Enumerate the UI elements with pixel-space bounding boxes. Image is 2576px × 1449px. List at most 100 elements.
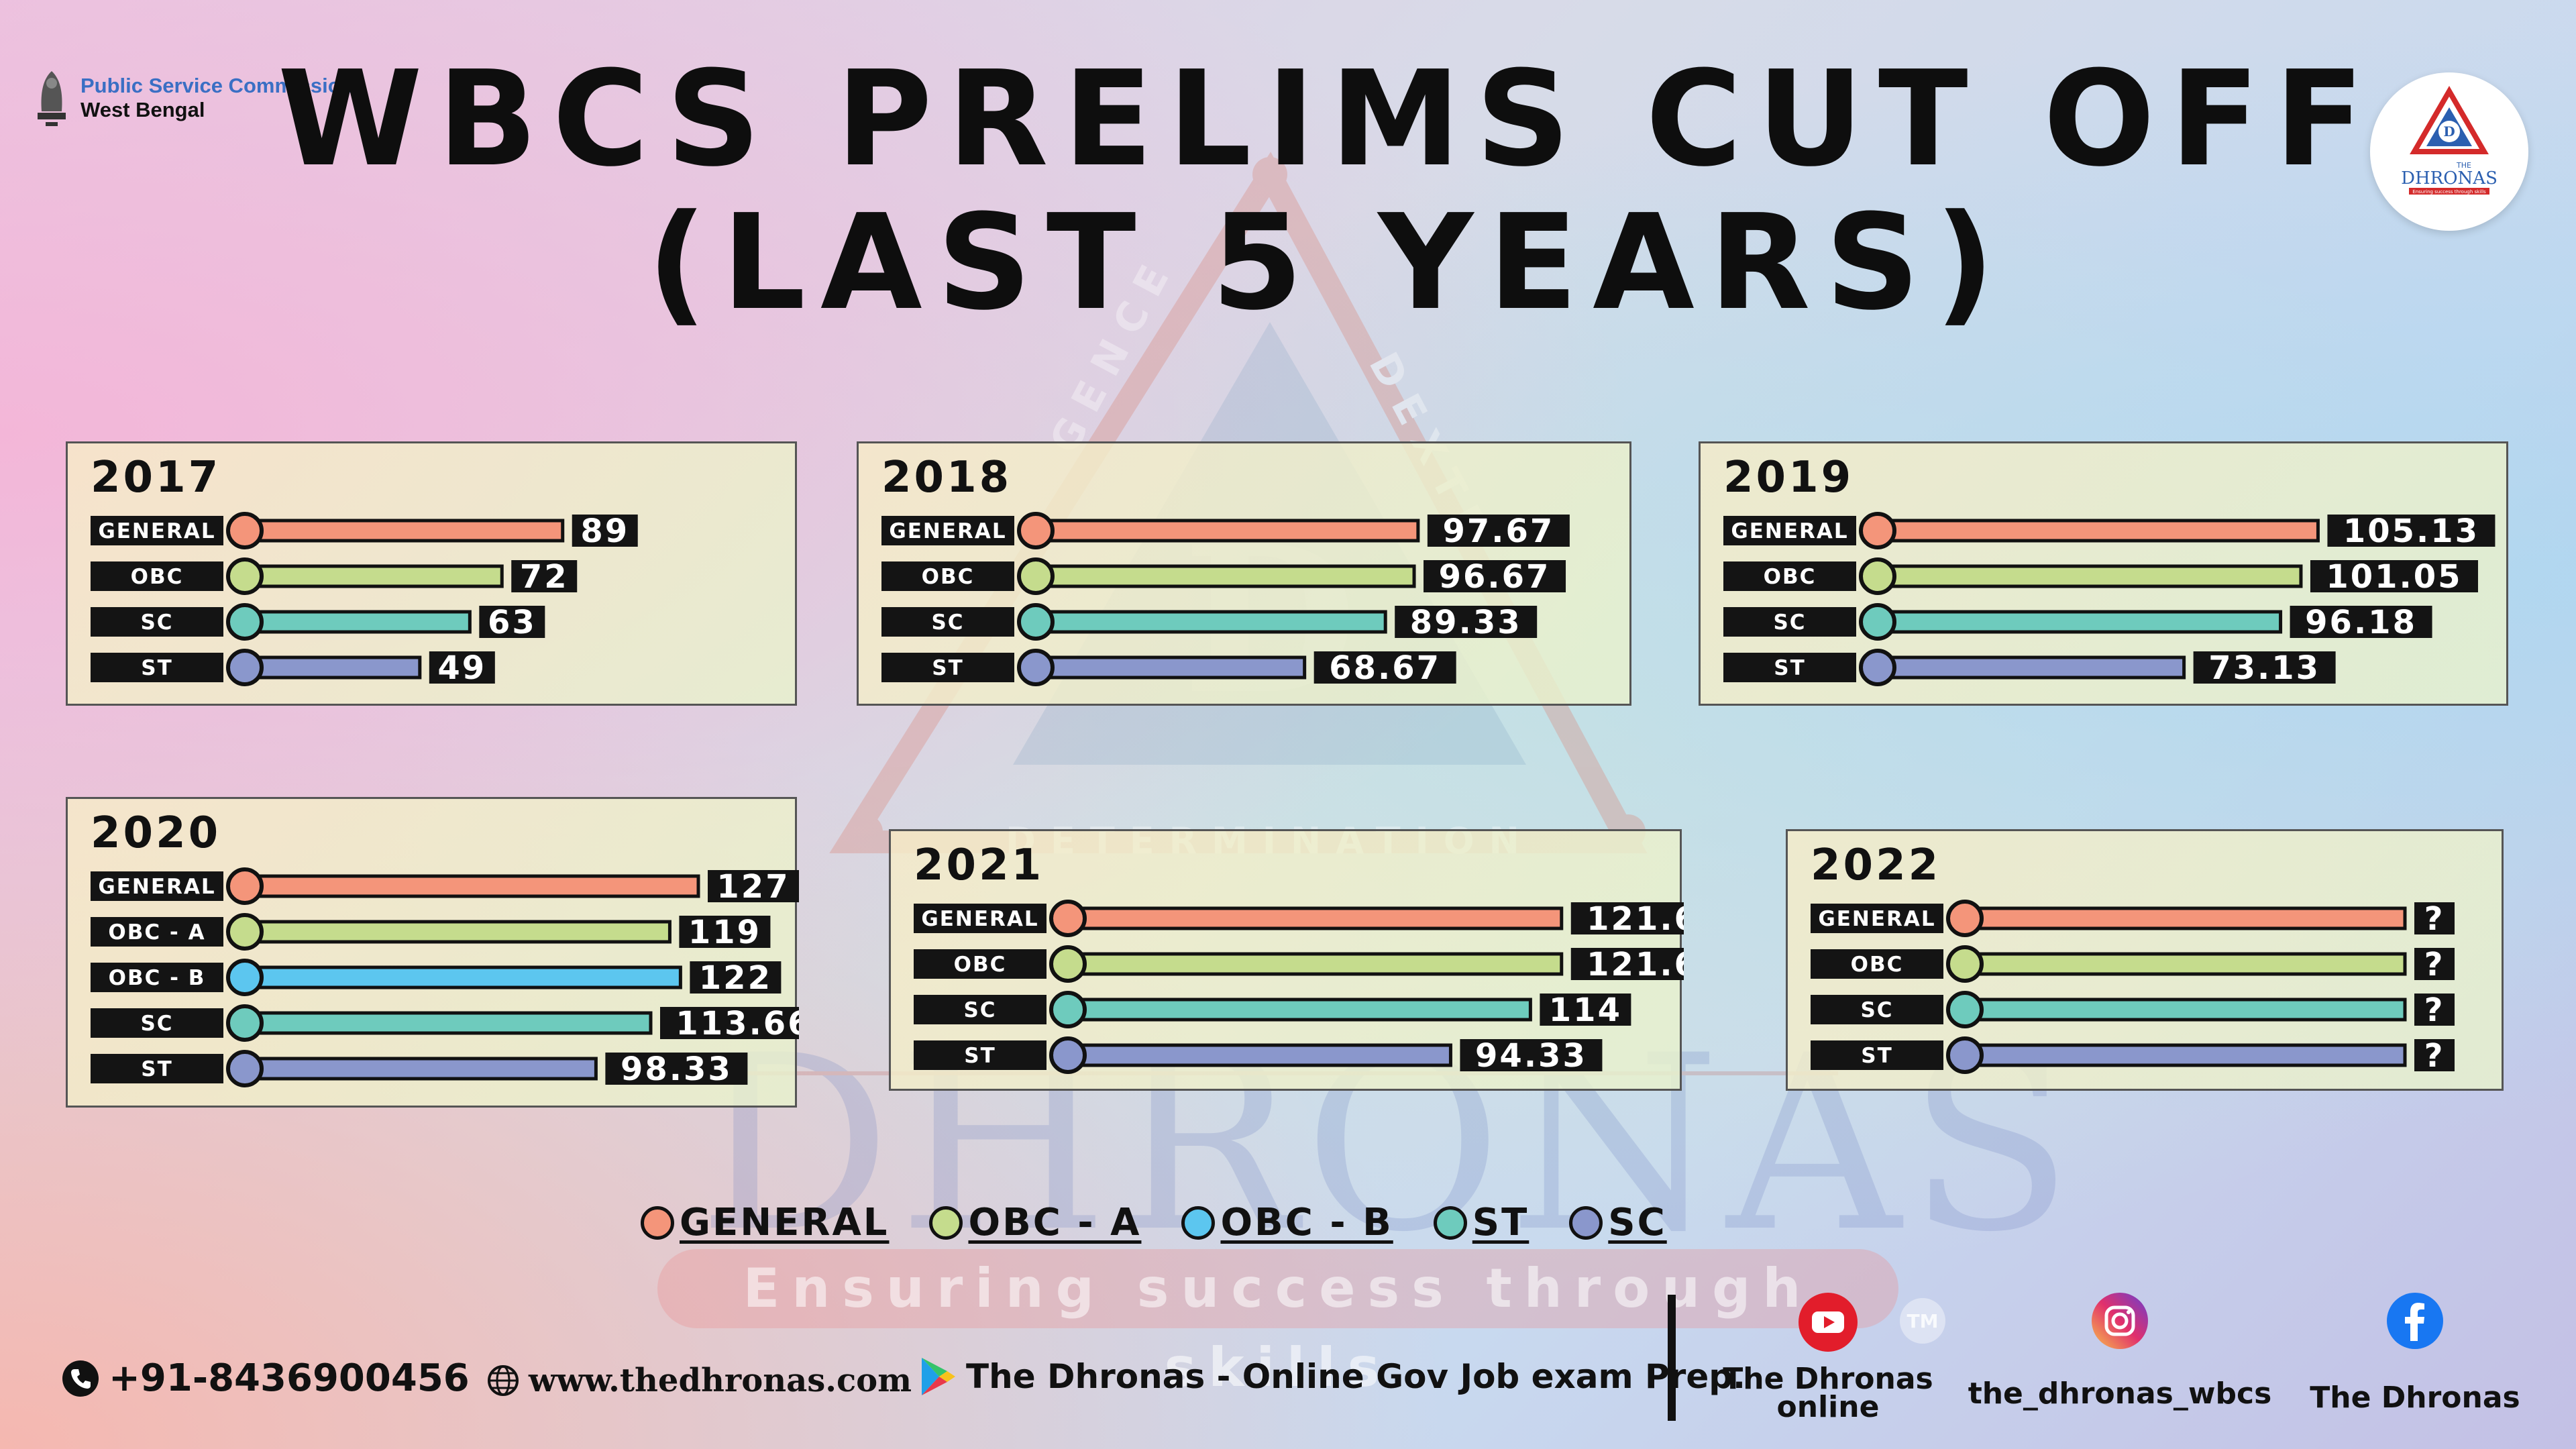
facebook-link[interactable]: The Dhronas	[2294, 1291, 2536, 1415]
bar-dot	[1017, 603, 1055, 641]
category-label: OBC	[131, 565, 184, 589]
legend-label: SC	[1608, 1201, 1667, 1244]
value-label: 121.67	[1587, 900, 1684, 938]
page-title-line2: (LAST 5 YEARS)	[647, 186, 2010, 339]
value-label-box	[2310, 560, 2478, 592]
bar	[243, 564, 504, 588]
globe-icon	[487, 1364, 519, 1397]
value-label: ?	[2424, 946, 2445, 983]
legend-label: OBC - B	[1220, 1201, 1393, 1244]
youtube-label: The Dhronas online	[1723, 1362, 1933, 1424]
category-label: GENERAL	[1731, 519, 1848, 543]
trademark-mark: TM	[1900, 1298, 1945, 1344]
value-label-box	[2414, 948, 2455, 980]
bar-row: SC 96.18	[1723, 603, 2432, 641]
category-box	[881, 607, 1014, 637]
bar	[1963, 906, 2407, 930]
bar-row: GENERAL 89	[91, 512, 638, 550]
value-label-box	[2290, 606, 2432, 638]
category-label: SC	[1860, 998, 1893, 1022]
legend: GENERAL OBC - A OBC - B ST SC	[641, 1201, 1707, 1244]
category-label: SC	[963, 998, 996, 1022]
value-label-box	[2327, 515, 2496, 547]
play-store-icon	[919, 1356, 957, 1397]
chart-panel-2020: 2020 GENERAL 127 OBC - A 119 OBC - B 122 SC 113.…	[66, 797, 799, 1108]
footer-website[interactable]: www.thedhronas.com	[487, 1362, 912, 1399]
value-label-box	[2414, 1039, 2455, 1071]
category-label: GENERAL	[921, 907, 1038, 931]
category-label: SC	[140, 610, 173, 635]
instagram-link[interactable]: the_dhronas_wbcs	[1966, 1291, 2274, 1409]
page-title-line1: WBCS PRELIMS CUT OFF	[277, 43, 2379, 196]
brand-tagline: Ensuring success through skills	[2412, 189, 2486, 195]
category-label: ST	[1861, 1044, 1892, 1068]
chart-title: 2019	[1723, 453, 1854, 502]
value-label: 73.13	[2208, 649, 2320, 687]
bar	[243, 965, 682, 989]
value-label: 105.13	[2343, 513, 2479, 550]
facebook-label: The Dhronas	[2310, 1381, 2520, 1415]
bar	[243, 1011, 653, 1035]
bar-dot	[1017, 512, 1055, 549]
footer-phone[interactable]: +91-8436900456	[62, 1356, 470, 1400]
bar	[1066, 906, 1564, 930]
bar-row: SC 63	[91, 603, 545, 641]
bar-row: ST 68.67	[881, 649, 1456, 687]
value-label: 89	[580, 513, 629, 550]
phone-icon	[62, 1360, 99, 1397]
category-box	[1811, 995, 1943, 1024]
bar	[1963, 1043, 2407, 1067]
legend-item: OBC - B	[1181, 1201, 1393, 1244]
youtube-link[interactable]: The Dhronas online	[1721, 1291, 1935, 1424]
bar-row: GENERAL 127	[91, 867, 799, 906]
value-label: 89.33	[1410, 604, 1522, 641]
category-label: OBC - B	[109, 966, 206, 990]
value-label: 94.33	[1475, 1037, 1587, 1075]
value-label-box	[2193, 651, 2336, 684]
bar-row: SC 114	[914, 991, 1631, 1029]
category-box	[914, 1040, 1046, 1070]
bar	[243, 610, 472, 634]
legend-item: SC	[1569, 1201, 1666, 1244]
category-box	[91, 516, 223, 545]
value-label-box	[1540, 994, 1631, 1026]
bar-row: ST 98.33	[91, 1050, 748, 1088]
bar	[1066, 998, 1532, 1022]
chart-title: 2020	[91, 808, 221, 858]
bar-row: GENERAL 97.67	[881, 512, 1570, 550]
value-label-box	[2414, 902, 2455, 934]
category-label: OBC	[1764, 565, 1817, 589]
category-box	[91, 1054, 223, 1083]
bar	[243, 655, 422, 680]
category-label: GENERAL	[1818, 907, 1935, 931]
category-box	[1811, 1040, 1943, 1070]
bar	[1066, 952, 1564, 976]
category-box	[914, 995, 1046, 1024]
bar	[1876, 564, 2303, 588]
category-box	[1811, 904, 1943, 933]
category-box	[1811, 949, 1943, 979]
footer-divider	[1668, 1295, 1676, 1421]
legend-item: OBC - A	[929, 1201, 1141, 1244]
value-label: 49	[437, 649, 486, 687]
bar-dot	[1946, 900, 1984, 937]
category-label: OBC	[1851, 953, 1904, 977]
category-label: OBC	[922, 565, 975, 589]
svg-text:D: D	[2443, 123, 2455, 140]
value-label: 122	[699, 959, 772, 997]
brand-logo: D THE DHRONAS Ensuring success through s…	[2370, 72, 2528, 231]
bar-row: SC?	[1811, 991, 2455, 1029]
bar	[1963, 998, 2407, 1022]
emblem-icon	[38, 71, 66, 126]
bar	[1034, 519, 1420, 543]
value-label-box	[2414, 994, 2455, 1026]
footer-app[interactable]: The Dhronas - Online Gov Job exam Prep.	[919, 1356, 1746, 1397]
category-label: ST	[141, 656, 172, 680]
value-label-box	[1427, 515, 1570, 547]
bar	[1034, 564, 1416, 588]
value-label: ?	[2424, 1037, 2445, 1075]
org-state: West Bengal	[80, 98, 205, 121]
value-label: ?	[2424, 991, 2445, 1029]
instagram-icon	[2090, 1291, 2149, 1353]
phone-number: +91-8436900456	[109, 1356, 470, 1400]
